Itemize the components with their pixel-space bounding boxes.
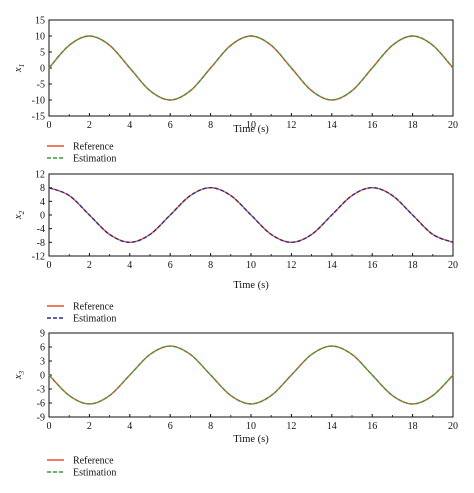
plot-frame: [48, 19, 454, 117]
y-tick-label: 8: [40, 183, 45, 194]
legend-label-reference: Reference: [73, 302, 114, 313]
y-tick-label: -5: [37, 80, 45, 91]
legend-label-reference: Reference: [73, 456, 114, 467]
x-tick-label: 4: [127, 260, 132, 271]
x-tick-label: 18: [408, 120, 418, 131]
subplot-1: 0 2 4 6 8 10 12 14 16 18 20 15 10 5 0 -5 -10 -15 x1 Time (s…: [13, 16, 458, 165]
x-axis-label: Time (s): [233, 280, 269, 291]
x-tick-label: 0: [47, 260, 52, 271]
y-tick-label: 10: [35, 32, 45, 43]
x-tick-label: 4: [127, 120, 132, 131]
legend-label-estimation: Estimation: [73, 314, 116, 325]
x-tick-label: 8: [208, 120, 213, 131]
y-tick-label: -10: [32, 96, 45, 107]
x-tick-label: 0: [47, 421, 52, 432]
x-tick-label: 2: [87, 260, 92, 271]
x-axis-label: Time (s): [233, 124, 269, 135]
x-tick-label: 4: [127, 421, 132, 432]
y-axis-label-main: x: [13, 374, 24, 380]
x-tick-label: 14: [327, 421, 337, 432]
x-tick-label: 16: [367, 120, 377, 131]
x-tick-label: 0: [47, 120, 52, 131]
x-tick-label: 2: [87, 421, 92, 432]
y-tick-label: -9: [37, 413, 45, 424]
legend-label-estimation: Estimation: [73, 154, 116, 165]
x-tick-label: 12: [286, 260, 296, 271]
x-tick-label: 20: [448, 421, 458, 432]
y-axis-label-subscript: 3: [18, 370, 26, 375]
x-tick-label: 18: [408, 260, 418, 271]
x-tick-label: 8: [208, 260, 213, 271]
x-tick-label: 12: [286, 421, 296, 432]
x-tick-label: 8: [208, 421, 213, 432]
y-tick-label: -15: [32, 112, 45, 123]
y-axis-label-subscript: 1: [18, 64, 26, 68]
y-tick-label: -8: [37, 238, 45, 249]
y-tick-label: 3: [40, 357, 45, 368]
x-tick-label: 10: [246, 120, 256, 131]
y-tick-label: 9: [40, 329, 45, 340]
x-axis-label: Time (s): [233, 434, 269, 445]
x-tick-label: 16: [367, 260, 377, 271]
x-tick-label: 10: [246, 421, 256, 432]
x-tick-label: 14: [327, 260, 337, 271]
x-tick-label: 6: [168, 120, 173, 131]
y-tick-label: 4: [40, 197, 45, 208]
x-tick-label: 6: [168, 260, 173, 271]
legend-label-reference: Reference: [73, 142, 114, 153]
y-axis-label-main: x: [13, 214, 24, 220]
series-line-estimation: [48, 35, 454, 101]
y-tick-label: -6: [37, 399, 45, 410]
x-tick-label: 20: [448, 120, 458, 131]
y-tick-label: -4: [37, 224, 45, 235]
x-tick-label: 16: [367, 421, 377, 432]
x-tick-label: 12: [286, 120, 296, 131]
y-axis-label-main: x: [13, 67, 24, 73]
y-axis-label: x3: [13, 370, 26, 380]
y-tick-label: 15: [35, 16, 45, 27]
series-line-estimation: [48, 186, 454, 244]
y-axis-label: x1: [13, 64, 26, 73]
series-line-estimation: [48, 345, 454, 405]
y-tick-label: 0: [40, 211, 45, 222]
x-tick-label: 2: [87, 120, 92, 131]
x-tick-label: 14: [327, 120, 337, 131]
y-axis-label: x2: [13, 210, 26, 220]
y-tick-label: -3: [37, 385, 45, 396]
y-tick-label: 0: [40, 371, 45, 382]
y-tick-label: 12: [35, 170, 45, 181]
y-tick-label: 6: [40, 343, 45, 354]
x-tick-label: 20: [448, 260, 458, 271]
x-tick-label: 10: [246, 260, 256, 271]
y-axis-label-subscript: 2: [18, 210, 26, 214]
y-tick-label: 5: [40, 48, 45, 59]
x-tick-label: 6: [168, 421, 173, 432]
y-tick-label: 0: [40, 64, 45, 75]
y-tick-label: -12: [32, 252, 45, 263]
legend-label-estimation: Estimation: [73, 468, 116, 479]
x-tick-label: 18: [408, 421, 418, 432]
